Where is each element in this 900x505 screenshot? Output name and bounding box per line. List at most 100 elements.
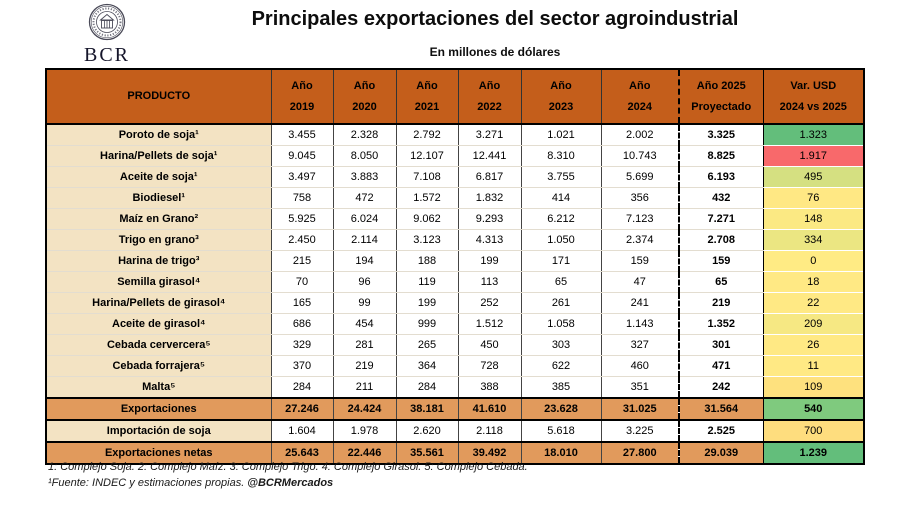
page-title: Principales exportaciones del sector agr… [251, 8, 739, 30]
product-cell: Cebada cervercera⁵ [45, 334, 271, 356]
value-cell: 119 [395, 271, 458, 293]
value-cell: 329 [270, 334, 333, 356]
value-cell: 261 [520, 292, 601, 314]
value-cell: 35.561 [395, 441, 458, 465]
variation-cell: 26 [762, 334, 864, 356]
value-cell: 31.025 [600, 397, 679, 421]
value-cell: 303 [520, 334, 601, 356]
value-cell: 351 [600, 376, 679, 399]
footnote-complejos: 1: Complejo Soja. 2: Complejo Maíz. 3: C… [48, 461, 528, 473]
projected-cell: 3.325 [678, 124, 763, 146]
product-cell: Maíz en Grano² [45, 208, 271, 230]
variation-cell: 11 [762, 355, 864, 377]
value-cell: 5.925 [270, 208, 333, 230]
column-header-year-0: Año 2019 [270, 69, 333, 125]
value-cell: 24.424 [332, 397, 396, 421]
value-cell: 1.058 [520, 313, 601, 335]
value-cell: 2.374 [600, 229, 679, 251]
value-cell: 252 [457, 292, 521, 314]
product-cell: Aceite de girasol⁴ [45, 313, 271, 335]
product-cell: Semilla girasol⁴ [45, 271, 271, 293]
value-cell: 194 [332, 250, 396, 272]
projected-cell: 301 [678, 334, 763, 356]
projected-cell: 2.525 [678, 420, 763, 443]
variation-cell: 495 [762, 166, 864, 188]
column-header-variacion: Var. USD 2024 vs 2025 [762, 69, 864, 125]
table-row: Exportaciones 27.246 24.424 38.181 41.610 23.… [45, 397, 864, 421]
value-cell: 22.446 [332, 441, 396, 465]
value-cell: 27.800 [600, 441, 679, 465]
value-cell: 9.293 [457, 208, 521, 230]
value-cell: 7.123 [600, 208, 679, 230]
value-cell: 356 [600, 187, 679, 209]
value-cell: 472 [332, 187, 396, 209]
variation-cell: 1.323 [762, 123, 864, 146]
product-cell: Cebada forrajera⁵ [45, 355, 271, 377]
value-cell: 215 [270, 250, 333, 272]
table-header-row: PRODUCTO Año 2019 Año 2020 Año 2021 Año 2022 Año 2… [45, 69, 864, 125]
value-cell: 3.883 [332, 166, 396, 188]
table-row: Aceite de soja¹ 3.497 3.883 7.108 6.817 3.755… [45, 166, 864, 188]
product-cell: Aceite de soja¹ [45, 166, 271, 188]
projected-cell: 2.708 [678, 229, 763, 251]
value-cell: 241 [600, 292, 679, 314]
value-cell: 284 [395, 376, 458, 399]
table-row: Malta⁵ 284 211 284 388 385 351 242 109 [45, 376, 864, 399]
projected-cell: 8.825 [678, 145, 763, 167]
variation-cell: 109 [762, 376, 864, 399]
value-cell: 65 [520, 271, 601, 293]
projected-cell: 432 [678, 187, 763, 209]
projected-cell: 471 [678, 355, 763, 377]
variation-cell: 148 [762, 208, 864, 230]
value-cell: 1.978 [332, 420, 396, 443]
product-cell: Harina/Pellets de girasol⁴ [45, 292, 271, 314]
table-row: Poroto de soja¹ 3.455 2.328 2.792 3.271 1.021… [45, 123, 864, 146]
column-header-proyectado: Año 2025 Proyectado [678, 69, 763, 125]
value-cell: 3.455 [270, 124, 333, 146]
value-cell: 1.832 [457, 187, 521, 209]
value-cell: 1.512 [457, 313, 521, 335]
table-row: Harina de trigo³ 215 194 188 199 171 159 159 0 [45, 250, 864, 272]
value-cell: 96 [332, 271, 396, 293]
value-cell: 265 [395, 334, 458, 356]
product-cell: Harina/Pellets de soja¹ [45, 145, 271, 167]
bcr-seal-icon [88, 3, 126, 41]
value-cell: 12.107 [395, 145, 458, 167]
table-row: Trigo en grano³ 2.450 2.114 3.123 4.313 1.050… [45, 229, 864, 251]
value-cell: 1.050 [520, 229, 601, 251]
value-cell: 622 [520, 355, 601, 377]
value-cell: 728 [457, 355, 521, 377]
variation-cell: 334 [762, 229, 864, 251]
value-cell: 758 [270, 187, 333, 209]
value-cell: 6.817 [457, 166, 521, 188]
value-cell: 3.123 [395, 229, 458, 251]
value-cell: 99 [332, 292, 396, 314]
value-cell: 171 [520, 250, 601, 272]
product-cell: Malta⁵ [45, 376, 271, 399]
footnote-source-text: ¹Fuente: INDEC y estimaciones propias. [48, 477, 245, 489]
table-row: Semilla girasol⁴ 70 96 119 113 65 47 65 18 [45, 271, 864, 293]
value-cell: 10.743 [600, 145, 679, 167]
value-cell: 113 [457, 271, 521, 293]
value-cell: 165 [270, 292, 333, 314]
product-cell: Biodiesel¹ [45, 187, 271, 209]
value-cell: 5.699 [600, 166, 679, 188]
value-cell: 281 [332, 334, 396, 356]
value-cell: 1.604 [270, 420, 333, 443]
value-cell: 199 [395, 292, 458, 314]
projected-cell: 29.039 [678, 441, 763, 465]
footnote-source: ¹Fuente: INDEC y estimaciones propias. @B… [48, 477, 333, 489]
value-cell: 159 [600, 250, 679, 272]
column-header-producto: PRODUCTO [45, 69, 271, 125]
value-cell: 385 [520, 376, 601, 399]
table-row: Harina/Pellets de girasol⁴ 165 99 199 252 261… [45, 292, 864, 314]
column-header-year-4: Año 2023 [520, 69, 601, 125]
value-cell: 39.492 [457, 441, 521, 465]
projected-cell: 7.271 [678, 208, 763, 230]
variation-cell: 22 [762, 292, 864, 314]
value-cell: 370 [270, 355, 333, 377]
value-cell: 3.755 [520, 166, 601, 188]
value-cell: 1.143 [600, 313, 679, 335]
projected-cell: 65 [678, 271, 763, 293]
projected-cell: 6.193 [678, 166, 763, 188]
